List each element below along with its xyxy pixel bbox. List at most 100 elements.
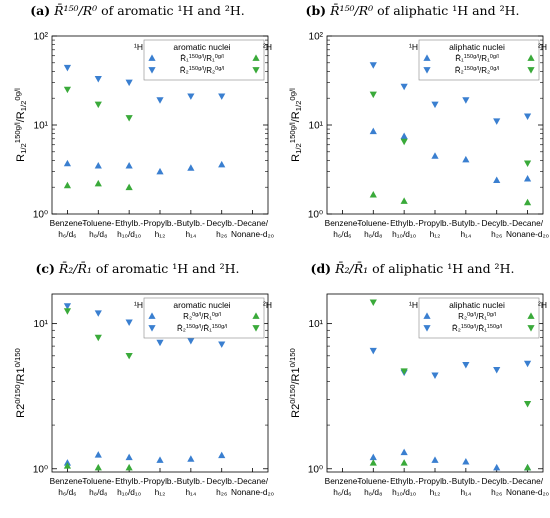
legend-box (418, 297, 540, 339)
data-point (156, 97, 164, 104)
panel-label: (a) (30, 3, 51, 18)
x-tick-label: Decylb.- (206, 476, 237, 486)
legend-title: aromatic nuclei (173, 300, 230, 310)
y-tick-label: 10⁰ (308, 464, 323, 475)
legend-box (418, 39, 540, 81)
data-point (125, 319, 133, 326)
x-tick-label: Benzene- (325, 476, 361, 486)
legend-left-header: ¹H (409, 42, 418, 52)
data-point (369, 127, 377, 135)
data-point (187, 93, 195, 100)
data-point (63, 308, 72, 315)
x-tick-label: Ethylb.- (115, 218, 143, 228)
x-tick-label: Benzene- (325, 218, 361, 228)
x-tick-label: Nonane-d₂₀ (231, 487, 274, 497)
x-tick-label: Nonane-d₂₀ (506, 487, 549, 497)
x-tick-label: Benzene- (50, 476, 86, 486)
data-point (156, 167, 164, 175)
y-axis-label: R1/2150g/l/R1/20g/l (13, 88, 28, 162)
data-point (94, 75, 102, 83)
data-point (63, 64, 72, 72)
panel-caption: (b) R̄¹⁵⁰/R⁰ of aliphatic ¹H and ²H. (275, 3, 550, 18)
legend: ¹H aliphatic nuclei ²H R₂0g/l/R₁0g/l R̄₂150g… (409, 297, 547, 339)
x-tick-label: h₁₀/d₁₀ (392, 487, 416, 497)
data-point (493, 118, 501, 125)
y-tick-label: 10¹ (34, 319, 49, 330)
data-point (431, 372, 439, 379)
x-tick-label: h₁₀/d₁₀ (392, 229, 416, 239)
data-point (369, 459, 377, 466)
x-tick-label: h₁₂ (155, 487, 166, 497)
data-point (156, 456, 164, 463)
data-point (431, 456, 439, 463)
x-tick-label: Propylb.- (418, 476, 451, 486)
panel-caption: (c) R̄₂/R̄₁ of aromatic ¹H and ²H. (0, 261, 275, 276)
x-tick-label: Ethylb.- (390, 476, 418, 486)
x-tick-label: Decane/ (237, 218, 269, 228)
series-3 (63, 179, 133, 191)
x-tick-label: Butylb.- (177, 476, 205, 486)
legend-marker-1h (423, 54, 431, 61)
data-point (493, 463, 501, 471)
x-tick-label: h₂₆ (491, 487, 502, 497)
series-3 (369, 459, 532, 471)
y-tick-label: 10¹ (309, 319, 324, 330)
x-tick-label: h₆/d₆ (58, 487, 76, 497)
x-tick-label: Decane/ (512, 218, 544, 228)
data-point (493, 367, 501, 374)
data-point (400, 459, 408, 466)
x-tick-label: Ethylb.- (390, 218, 418, 228)
data-point (218, 451, 226, 459)
series-2 (369, 62, 532, 125)
x-tick-label: h₈/d₈ (89, 487, 107, 497)
legend-right-header: ²H (538, 300, 547, 310)
x-tick-label: h₁₄ (185, 229, 196, 239)
x-tick-label: h₂₆ (216, 487, 227, 497)
data-point (218, 160, 226, 168)
legend-left-header: ¹H (134, 300, 143, 310)
data-point (187, 164, 195, 171)
panel-caption: (d) R̄₂/R̄₁ of aliphatic ¹H and ²H. (275, 261, 550, 276)
data-point (369, 91, 377, 99)
data-point (218, 93, 226, 100)
data-point (493, 176, 501, 184)
data-point (63, 181, 72, 189)
y-axis-label: R20/150/R10/150 (288, 348, 302, 418)
data-point (218, 341, 226, 348)
legend-row-label: R̄₁150g/l/R₁0g/l (180, 54, 223, 63)
data-point (63, 159, 72, 167)
data-point (94, 334, 102, 342)
series-1 (369, 448, 532, 471)
x-tick-label: h₆/d₆ (333, 229, 351, 239)
data-point (523, 174, 532, 182)
data-point (125, 463, 133, 471)
legend-box (143, 39, 265, 81)
y-tick-label: 10² (34, 32, 49, 43)
data-point (94, 161, 102, 169)
panel-label: (b) (305, 3, 327, 18)
legend-row-label: R₂0g/l/R₁0g/l (183, 312, 221, 321)
legend-marker-1h (148, 67, 156, 74)
legend-right-header: ²H (538, 42, 547, 52)
x-tick-label: h₁₂ (155, 229, 166, 239)
series-2 (63, 303, 226, 348)
x-tick-label: h₈/d₈ (364, 229, 382, 239)
x-tick-label: Benzene- (50, 218, 86, 228)
y-axis-label: R20/150/R10/150 (13, 348, 27, 418)
legend-marker-2h (527, 54, 535, 61)
x-tick-label: Butylb.- (177, 218, 205, 228)
data-point (431, 101, 439, 109)
legend-title: aliphatic nuclei (449, 42, 505, 52)
data-point (63, 303, 72, 310)
x-tick-label: Butylb.- (452, 218, 480, 228)
legend: ¹H aromatic nuclei ²H R₂0g/l/R₁0g/l R̄₂150g/… (134, 297, 272, 339)
data-point (400, 132, 408, 139)
x-tick-label: Toluene- (357, 476, 389, 486)
panel-title-rest: of aromatic ¹H and ²H. (101, 3, 245, 18)
data-point (523, 198, 532, 206)
x-tick-label: Propylb.- (143, 476, 176, 486)
data-point (125, 115, 133, 122)
x-tick-label: Toluene- (82, 218, 114, 228)
x-tick-label: h₁₀/d₁₀ (117, 229, 141, 239)
panel-title-math: R̄¹⁵⁰/R⁰ (50, 3, 102, 18)
